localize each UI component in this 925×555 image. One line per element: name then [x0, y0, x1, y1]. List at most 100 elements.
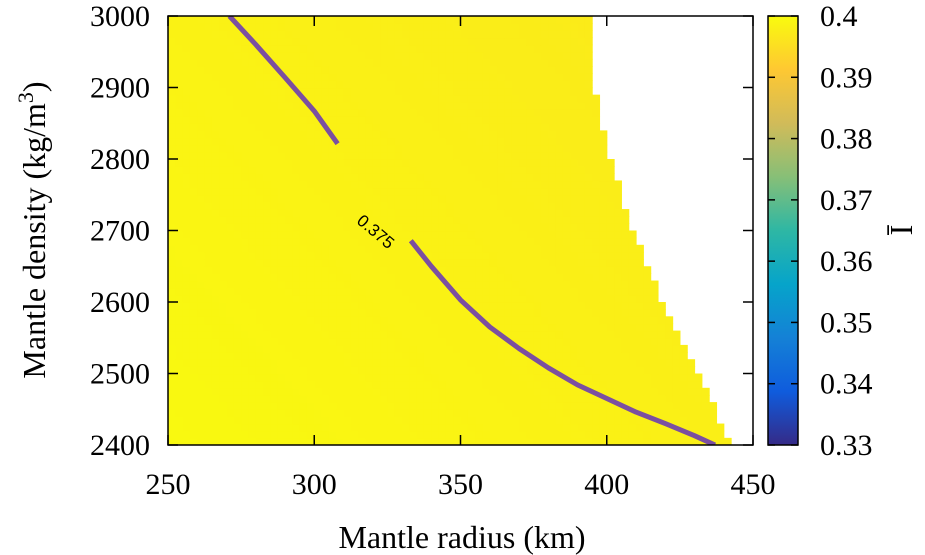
heatmap-cell	[475, 430, 484, 439]
heatmap-cell	[306, 66, 315, 74]
heatmap-cell	[504, 316, 513, 325]
heatmap-cell	[387, 16, 396, 24]
heatmap-cell	[263, 394, 271, 403]
heatmap-cell	[168, 201, 176, 210]
heatmap-cell	[577, 416, 586, 425]
heatmap-cell	[562, 137, 571, 146]
heatmap-cell	[314, 144, 323, 153]
heatmap-cell	[562, 123, 571, 131]
heatmap-cells	[168, 16, 732, 445]
heatmap-cell	[226, 244, 235, 253]
heatmap-cell	[504, 330, 513, 339]
heatmap-cell	[460, 244, 469, 253]
heatmap-cell	[511, 80, 520, 89]
heatmap-cell	[336, 51, 345, 60]
heatmap-cell	[489, 209, 498, 217]
heatmap-cell	[343, 352, 352, 360]
heatmap-cell	[650, 344, 659, 353]
heatmap-cell	[650, 352, 659, 360]
heatmap-cell	[584, 294, 593, 303]
heatmap-cell	[255, 402, 264, 410]
heatmap-cell	[248, 302, 257, 310]
heatmap-cell	[482, 230, 491, 239]
heatmap-cell	[519, 209, 527, 217]
heatmap-cell	[292, 366, 301, 375]
heatmap-cell	[211, 123, 220, 131]
heatmap-cell	[233, 66, 242, 74]
heatmap-cell	[445, 166, 454, 174]
heatmap-cell	[226, 251, 235, 260]
heatmap-cell	[628, 330, 637, 339]
heatmap-cell	[189, 166, 198, 174]
heatmap-cell	[255, 180, 264, 189]
heatmap-cell	[402, 330, 410, 339]
heatmap-cell	[270, 344, 279, 353]
heatmap-cell	[562, 352, 571, 360]
heatmap-cell	[285, 230, 293, 239]
heatmap-cell	[350, 344, 359, 353]
heatmap-cell	[562, 309, 571, 317]
heatmap-cell	[372, 101, 381, 110]
heatmap-cell	[358, 380, 367, 389]
heatmap-cell	[423, 302, 432, 310]
heatmap-cell	[672, 416, 681, 425]
heatmap-cell	[358, 66, 367, 74]
heatmap-cell	[182, 423, 191, 432]
heatmap-cell	[321, 294, 330, 303]
heatmap-cell	[233, 344, 242, 353]
heatmap-cell	[182, 216, 191, 224]
heatmap-cell	[314, 380, 323, 389]
heatmap-cell	[277, 201, 286, 210]
heatmap-cell	[548, 423, 557, 432]
heatmap-cell	[606, 352, 615, 360]
heatmap-cell	[606, 166, 615, 174]
heatmap-cell	[299, 137, 308, 146]
heatmap-cell	[526, 373, 535, 382]
heatmap-cell	[548, 209, 557, 217]
heatmap-cell	[431, 323, 440, 332]
heatmap-cell	[438, 180, 447, 189]
heatmap-cell	[270, 323, 279, 332]
heatmap-cell	[321, 194, 330, 203]
heatmap-cell	[504, 23, 513, 31]
heatmap-cell	[182, 30, 191, 39]
heatmap-cell	[380, 280, 388, 289]
heatmap-cell	[584, 251, 593, 260]
heatmap-cell	[562, 380, 571, 389]
heatmap-cell	[402, 323, 410, 332]
heatmap-cell	[380, 330, 388, 339]
heatmap-cell	[380, 380, 388, 389]
heatmap-cell	[336, 30, 345, 39]
heatmap-cell	[175, 144, 184, 153]
heatmap-cell	[562, 366, 571, 375]
heatmap-cell	[263, 108, 271, 117]
heatmap-cell	[431, 344, 440, 353]
heatmap-cell	[599, 144, 608, 153]
heatmap-cell	[255, 430, 264, 439]
heatmap-cell	[614, 352, 622, 360]
heatmap-cell	[453, 230, 462, 239]
heatmap-cell	[526, 87, 535, 96]
heatmap-cell	[599, 423, 608, 432]
heatmap-cell	[489, 144, 498, 153]
heatmap-cell	[182, 294, 191, 303]
heatmap-cell	[197, 180, 206, 189]
heatmap-cell	[233, 373, 242, 382]
heatmap-cell	[321, 201, 330, 210]
heatmap-cell	[380, 394, 388, 403]
heatmap-cell	[358, 94, 367, 103]
heatmap-cell	[306, 201, 315, 210]
heatmap-cell	[467, 430, 476, 439]
heatmap-cell	[189, 144, 198, 153]
heatmap-cell	[489, 387, 498, 396]
heatmap-cell	[636, 309, 644, 317]
heatmap-cell	[372, 309, 381, 317]
heatmap-cell	[277, 416, 286, 425]
heatmap-cell	[533, 402, 542, 410]
heatmap-cell	[263, 166, 271, 174]
heatmap-cell	[197, 244, 206, 253]
heatmap-cell	[248, 173, 257, 182]
heatmap-cell	[409, 209, 418, 217]
heatmap-cell	[175, 94, 184, 103]
heatmap-cell	[614, 430, 622, 439]
